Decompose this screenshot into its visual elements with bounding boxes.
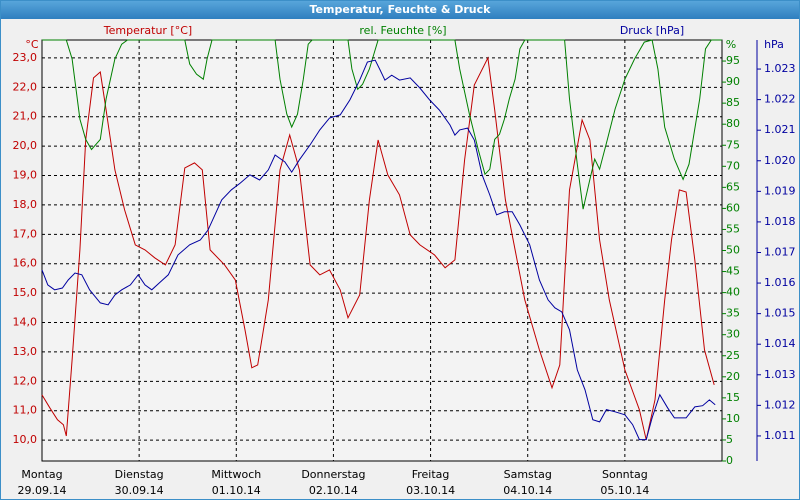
y-tick-label: 21,0	[13, 110, 38, 123]
y2-tick-label: 65	[726, 180, 740, 193]
y3-tick-label: 1.015	[764, 307, 796, 320]
y2-tick-label: 70	[726, 159, 740, 172]
y3-tick-label: 1.011	[764, 429, 796, 442]
y3-tick-label: 1.020	[764, 154, 796, 167]
x-tick-label: Freitag	[412, 468, 450, 481]
x-tick-date: 29.09.14	[18, 484, 67, 497]
y2-tick-label: 90	[726, 75, 740, 88]
y-tick-label: 22,0	[13, 80, 38, 93]
series-label: Druck [hPa]	[620, 24, 684, 37]
y3-tick-label: 1.021	[764, 123, 796, 136]
y-tick-label: 23,0	[13, 51, 38, 64]
y2-unit: %	[726, 38, 736, 51]
plot-area	[41, 39, 723, 462]
y-tick-label: 16,0	[13, 257, 38, 270]
y2-tick-label: 20	[726, 370, 740, 383]
chart-title: Temperatur, Feuchte & Druck	[310, 3, 492, 16]
y2-tick-label: 5	[726, 433, 733, 446]
y3-tick-label: 1.014	[764, 337, 796, 350]
y3-tick-label: 1.018	[764, 215, 796, 228]
y3-tick-label: 1.013	[764, 368, 796, 381]
y3-tick-label: 1.019	[764, 184, 796, 197]
y-unit: °C	[25, 38, 39, 51]
y2-tick-label: 0	[726, 454, 733, 467]
x-tick-date: 05.10.14	[600, 484, 649, 497]
y2-tick-label: 30	[726, 328, 740, 341]
y3-unit: hPa	[764, 38, 784, 51]
y2-tick-label: 15	[726, 391, 740, 404]
y-tick-label: 15,0	[13, 286, 38, 299]
y-tick-label: 17,0	[13, 227, 38, 240]
y-tick-label: 11,0	[13, 404, 38, 417]
y2-tick-label: 50	[726, 244, 740, 257]
y-tick-label: 10,0	[13, 433, 38, 446]
x-tick-label: Montag	[21, 468, 62, 481]
y3-tick-label: 1.012	[764, 398, 796, 411]
x-tick-date: 30.09.14	[115, 484, 164, 497]
x-tick-date: 02.10.14	[309, 484, 358, 497]
y3-tick-label: 1.016	[764, 276, 796, 289]
y3-tick-label: 1.022	[764, 93, 796, 106]
x-tick-label: Mittwoch	[211, 468, 261, 481]
series-line	[42, 39, 722, 210]
x-tick-label: Samstag	[504, 468, 552, 481]
y2-tick-label: 40	[726, 286, 740, 299]
x-tick-date: 04.10.14	[503, 484, 552, 497]
y2-tick-label: 85	[726, 96, 740, 109]
y2-tick-label: 80	[726, 117, 740, 130]
y2-tick-label: 75	[726, 138, 740, 151]
series-label: Temperatur [°C]	[103, 24, 192, 37]
y-tick-label: 13,0	[13, 345, 38, 358]
y-tick-label: 20,0	[13, 139, 38, 152]
y3-tick-label: 1.023	[764, 62, 796, 75]
series-label: rel. Feuchte [%]	[359, 24, 446, 37]
x-tick-date: 01.10.14	[212, 484, 261, 497]
y2-tick-label: 45	[726, 265, 740, 278]
y2-tick-label: 35	[726, 307, 740, 320]
y2-tick-label: 10	[726, 412, 740, 425]
y-tick-label: 14,0	[13, 316, 38, 329]
y2-tick-label: 95	[726, 54, 740, 67]
series-line	[41, 56, 715, 440]
y2-tick-label: 55	[726, 222, 740, 235]
y-tick-label: 19,0	[13, 169, 38, 182]
y2-tick-label: 25	[726, 349, 740, 362]
y-tick-label: 12,0	[13, 374, 38, 387]
x-tick-label: Dienstag	[115, 468, 164, 481]
y-tick-label: 18,0	[13, 198, 38, 211]
y2-tick-label: 60	[726, 201, 740, 214]
series-line	[41, 59, 716, 441]
x-tick-label: Donnerstag	[301, 468, 365, 481]
x-tick-date: 03.10.14	[406, 484, 455, 497]
x-tick-label: Sonntag	[602, 468, 648, 481]
title-bar	[0, 0, 800, 19]
y3-tick-label: 1.017	[764, 245, 796, 258]
